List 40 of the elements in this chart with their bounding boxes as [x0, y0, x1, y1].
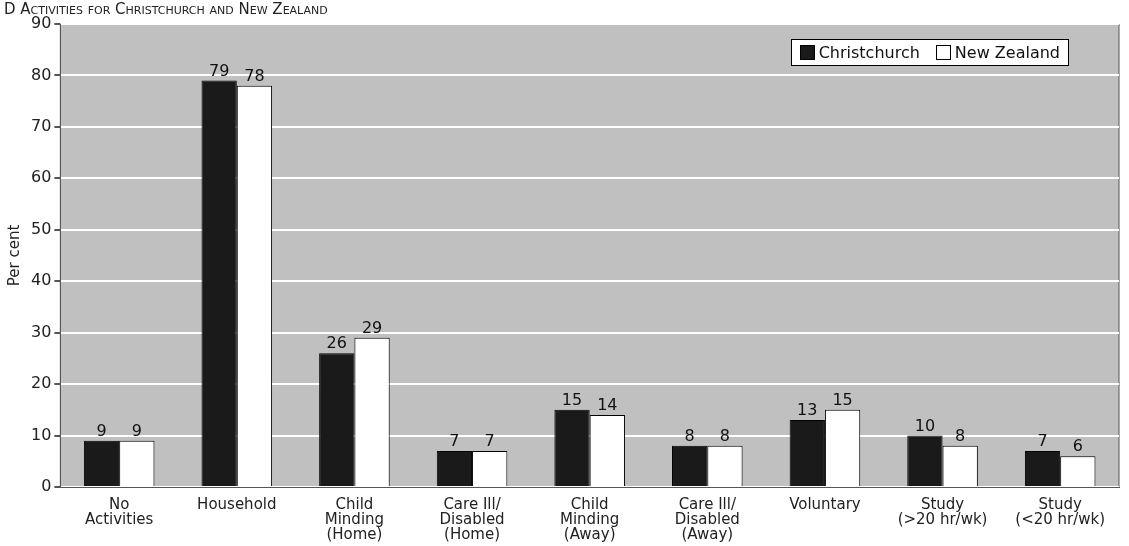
y-tick-label: 60: [31, 167, 52, 187]
x-tick-label: Voluntary: [789, 495, 861, 514]
y-axis-title: Per cent: [4, 224, 23, 287]
legend-label: Christchurch: [818, 43, 920, 62]
y-tick-label: 80: [31, 64, 52, 84]
y-tick-label: 40: [31, 270, 52, 290]
data-label: 9: [96, 420, 107, 440]
data-label: 14: [597, 395, 618, 415]
y-tick-label: 90: [31, 13, 52, 33]
x-tick-label: Child Minding (Home): [324, 495, 385, 544]
y-tick-label: 50: [31, 218, 52, 238]
data-label: 6: [1072, 436, 1083, 456]
data-label: 7: [1037, 431, 1048, 451]
legend-label: New Zealand: [954, 43, 1060, 62]
data-label: 29: [361, 317, 383, 337]
x-tick-label: No Activities: [84, 495, 154, 529]
y-tick-label: 20: [31, 373, 52, 393]
x-tick-label: Study (<20 hr/wk): [1015, 495, 1106, 529]
data-label: 8: [684, 426, 695, 445]
x-tick-label: Child Minding (Away): [560, 495, 620, 544]
y-tick-label: 10: [31, 424, 52, 444]
y-tick-label: 70: [31, 116, 52, 136]
data-label: 78: [244, 65, 265, 85]
data-label: 79: [208, 60, 230, 80]
x-tick-label: Study (>20 hr/wk): [897, 495, 988, 529]
data-label: 8: [955, 426, 966, 445]
data-label: 15: [561, 389, 583, 409]
data-label: 13: [797, 400, 818, 420]
data-label: 10: [914, 415, 936, 435]
data-label: 26: [326, 333, 347, 353]
data-label: 15: [832, 389, 853, 409]
y-tick-label: 30: [31, 321, 52, 341]
x-tick-label: Care Ill/ Disabled (Home): [439, 495, 505, 544]
data-label: 8: [719, 426, 731, 445]
data-label: 9: [131, 420, 142, 440]
x-tick-label: Household: [197, 495, 277, 514]
data-label: 7: [484, 431, 495, 451]
x-tick-label: Care Ill/ Disabled (Away): [674, 495, 740, 544]
y-tick-label: 0: [41, 476, 52, 496]
data-label: 7: [449, 431, 460, 451]
